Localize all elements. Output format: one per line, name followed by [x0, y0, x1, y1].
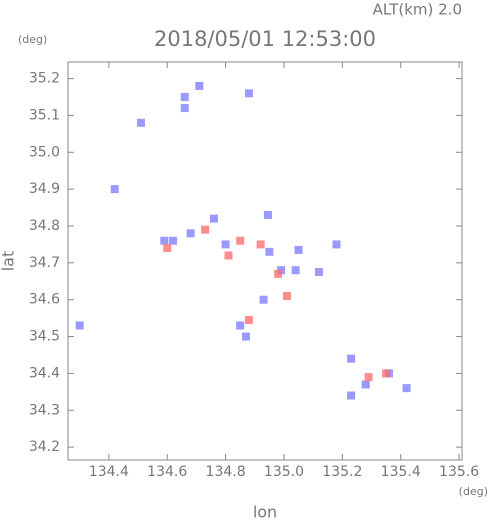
echo-cell — [256, 240, 265, 249]
echo-cell — [332, 240, 341, 249]
y-tick-label: 34.4 — [29, 365, 60, 381]
y-tick-label: 34.9 — [29, 181, 60, 197]
echo-cell — [265, 247, 274, 256]
echo-cell — [361, 380, 370, 389]
echo-cell — [382, 369, 391, 378]
x-tick-label: 134.6 — [147, 464, 187, 480]
altitude-label: ALT(km) 2.0 — [373, 1, 462, 19]
echo-cell — [221, 240, 230, 249]
echo-cell — [263, 210, 272, 219]
echo-cell — [163, 244, 172, 253]
echo-cell — [242, 332, 251, 341]
echo-cell — [169, 236, 178, 245]
y-tick-label: 35.1 — [29, 107, 60, 123]
echo-cell — [347, 391, 356, 400]
y-tick-label: 34.2 — [29, 439, 60, 455]
echo-cell — [236, 236, 245, 245]
echo-cell — [110, 185, 119, 194]
x-tick-label: 135.0 — [264, 464, 304, 480]
x-tick-label: 134.4 — [89, 464, 129, 480]
echo-cell — [402, 384, 411, 393]
echo-cell — [291, 266, 300, 275]
echo-cell — [195, 81, 204, 90]
echo-cell — [236, 321, 245, 330]
x-tick-label: 135.6 — [439, 464, 479, 480]
echo-cell — [75, 321, 84, 330]
echo-cell — [274, 269, 283, 278]
echo-cell — [186, 229, 195, 238]
y-tick-label: 35.0 — [29, 144, 60, 160]
x-axis-label: lon — [253, 503, 277, 521]
x-tick-label: 135.2 — [322, 464, 362, 480]
echo-cell — [160, 236, 169, 245]
echo-cell — [314, 268, 323, 277]
echo-cell — [364, 373, 373, 382]
y-tick-label: 34.7 — [29, 255, 60, 271]
echo-cell — [201, 225, 210, 234]
x-tick-label: 135.4 — [381, 464, 421, 480]
echo-cell — [209, 214, 218, 223]
x-tick-label: 134.8 — [206, 464, 246, 480]
y-tick-label: 35.2 — [29, 71, 60, 87]
y-tick-label: 34.3 — [29, 402, 60, 418]
echo-cell — [244, 89, 253, 98]
echo-cell — [347, 354, 356, 363]
y-axis-label: lat — [0, 251, 18, 272]
y-tick-label: 34.5 — [29, 329, 60, 345]
y-tick-label: 34.8 — [29, 218, 60, 234]
echo-cell — [224, 251, 233, 260]
echo-cell — [136, 118, 145, 127]
echo-cell — [294, 245, 303, 254]
echo-cell — [180, 93, 189, 102]
chart-title: 2018/05/01 12:53:00 — [154, 27, 376, 51]
echo-cell — [180, 104, 189, 113]
echo-cell — [244, 315, 253, 324]
x-unit: (deg) — [459, 485, 488, 498]
y-tick-label: 34.6 — [29, 292, 60, 308]
y-unit: (deg) — [18, 33, 47, 46]
echo-cell — [282, 292, 291, 301]
plot-frame — [67, 61, 463, 461]
echo-cell — [259, 295, 268, 304]
